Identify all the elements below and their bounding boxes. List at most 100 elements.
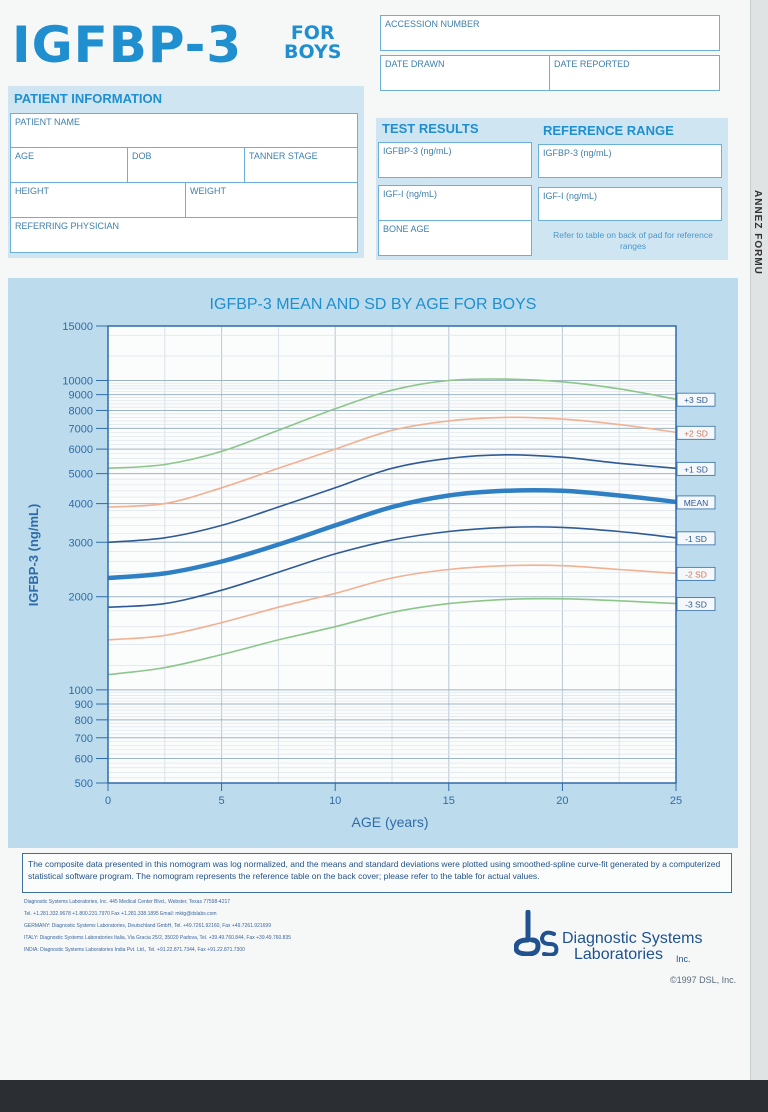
age-label: AGE	[15, 151, 35, 161]
y-tick-label: 2000	[69, 592, 93, 604]
x-axis-label: AGE (years)	[351, 814, 428, 830]
y-tick-label: 800	[75, 715, 93, 727]
chart-title: IGFBP-3 MEAN AND SD BY AGE FOR BOYS	[209, 296, 537, 313]
dsl-logo-mark	[514, 910, 541, 956]
patient-name-label: PATIENT NAME	[15, 117, 81, 127]
dob-field[interactable]: DOB	[127, 147, 245, 183]
reference-igf1-label: IGF-I (ng/mL)	[543, 191, 598, 201]
patient-name-field[interactable]: PATIENT NAME	[10, 113, 358, 149]
result-igfbp3-field[interactable]: IGFBP-3 (ng/mL)	[378, 142, 532, 178]
contact-line: Tel. +1.281.332.9678 +1.800.231.7970 Fax…	[24, 911, 217, 917]
footnote-box	[22, 853, 732, 893]
subtitle-line-2: BOYS	[284, 41, 342, 63]
referring-physician-label: REFERRING PHYSICIAN	[15, 221, 120, 231]
sd-labels: +3 SD +2 SD +1 SD MEAN -1 SD -2 SD -3 SD	[676, 392, 716, 612]
date-drawn-label: DATE DRAWN	[385, 59, 445, 69]
weight-label: WEIGHT	[190, 186, 226, 196]
y-tick-label: 7000	[69, 423, 93, 435]
y-tick-label: 500	[75, 778, 93, 790]
curve-plus2sd	[107, 416, 677, 508]
tanner-stage-field[interactable]: TANNER STAGE	[244, 147, 358, 183]
spine-text: ANNEZ FORMU	[752, 190, 763, 275]
y-tick-label: 8000	[69, 405, 93, 417]
curve-minus3sd	[107, 597, 677, 676]
dob-label: DOB	[132, 151, 152, 161]
patient-info-title: PATIENT INFORMATION	[14, 91, 163, 106]
company-name-line-1: Diagnostic Systems	[562, 930, 703, 947]
date-reported-field[interactable]: DATE REPORTED	[549, 55, 720, 91]
height-label: HEIGHT	[15, 186, 50, 196]
height-field[interactable]: HEIGHT	[10, 182, 186, 218]
reference-igf1-field[interactable]: IGF-I (ng/mL)	[538, 187, 722, 221]
sd-label-box	[676, 425, 716, 440]
sd-label: -1 SD	[685, 534, 707, 544]
sd-label-box	[676, 531, 716, 546]
curve-mean	[107, 487, 677, 581]
y-axis: 500 600 700 800 900 1000 2000 3000 4000 5000 6000 7…	[62, 321, 108, 790]
x-tick-label: 15	[443, 795, 455, 807]
test-results-title: TEST RESULTS	[382, 121, 479, 136]
reference-igfbp3-field[interactable]: IGFBP-3 (ng/mL)	[538, 144, 722, 178]
x-tick-label: 25	[670, 795, 682, 807]
grid	[107, 326, 677, 784]
tanner-stage-label: TANNER STAGE	[249, 151, 318, 161]
dsl-logo-icon	[514, 910, 559, 956]
sd-label-box	[676, 461, 716, 476]
result-igfbp3-label: IGFBP-3 (ng/mL)	[383, 146, 452, 156]
sd-label-box	[676, 495, 716, 510]
reference-igfbp3-label: IGFBP-3 (ng/mL)	[543, 148, 612, 158]
dsl-logo-s	[539, 930, 559, 956]
curve-minus1sd	[107, 526, 677, 608]
y-tick-label: 15000	[62, 321, 93, 333]
accession-number-label: ACCESSION NUMBER	[385, 19, 480, 29]
y-tick-label: 3000	[69, 537, 93, 549]
sd-label: -2 SD	[685, 569, 707, 579]
sd-label-box	[676, 566, 716, 581]
x-axis: 0 5 10 15 20 25	[105, 783, 682, 807]
company-inc: Inc.	[676, 954, 691, 964]
sd-label: +3 SD	[684, 395, 708, 405]
sd-label: -3 SD	[685, 600, 707, 610]
contact-line: INDIA: Diagnostic Systems Laboratories I…	[24, 947, 245, 953]
bone-age-label: BONE AGE	[383, 224, 430, 234]
x-tick-label: 0	[105, 795, 111, 807]
x-tick-label: 20	[556, 795, 568, 807]
age-field[interactable]: AGE	[10, 147, 128, 183]
curve-plus1sd	[107, 453, 677, 544]
contact-line: GERMANY: Diagnostic Systems Laboratories…	[24, 923, 271, 929]
page-title: IGFBP-3	[12, 16, 243, 74]
bone-age-field[interactable]: BONE AGE	[378, 220, 532, 256]
accession-number-field[interactable]: ACCESSION NUMBER	[380, 15, 720, 51]
x-tick-label: 10	[329, 795, 341, 807]
x-tick-label: 5	[219, 795, 225, 807]
y-tick-label: 900	[75, 699, 93, 711]
subtitle-line-1: FOR	[290, 22, 335, 44]
curve-plus3sd	[107, 378, 677, 470]
y-tick-label: 600	[75, 754, 93, 766]
referring-physician-field[interactable]: REFERRING PHYSICIAN	[10, 217, 358, 253]
y-axis-label: IGFBP-3 (ng/mL)	[26, 504, 41, 607]
sd-label: +1 SD	[684, 464, 708, 474]
y-tick-label: 4000	[69, 499, 93, 511]
contact-line: ITALY: Diagnostic Systems Laboratories I…	[24, 935, 292, 941]
y-tick-label: 1000	[69, 685, 93, 697]
background-strip	[0, 1080, 768, 1112]
date-reported-label: DATE REPORTED	[554, 59, 630, 69]
sd-label: +2 SD	[684, 428, 708, 438]
y-tick-label: 6000	[69, 444, 93, 456]
page-subtitle: FOR BOYS	[284, 24, 341, 62]
reference-note: Refer to table on back of pad for refere…	[553, 230, 713, 251]
sd-label-box	[676, 597, 716, 612]
y-tick-label: 9000	[69, 390, 93, 402]
y-tick-label: 5000	[69, 469, 93, 481]
reference-range-title: REFERENCE RANGE	[543, 123, 674, 138]
sd-label: MEAN	[684, 498, 709, 508]
sd-label-box	[676, 392, 716, 407]
result-igf1-label: IGF-I (ng/mL)	[383, 189, 438, 199]
result-igf1-field[interactable]: IGF-I (ng/mL)	[378, 185, 532, 221]
footnote: The composite data presented in this nom…	[28, 859, 721, 881]
y-tick-label: 10000	[62, 375, 93, 387]
y-tick-label: 700	[75, 733, 93, 745]
company-name-line-2: Laboratories	[574, 946, 663, 963]
curves	[107, 378, 677, 676]
